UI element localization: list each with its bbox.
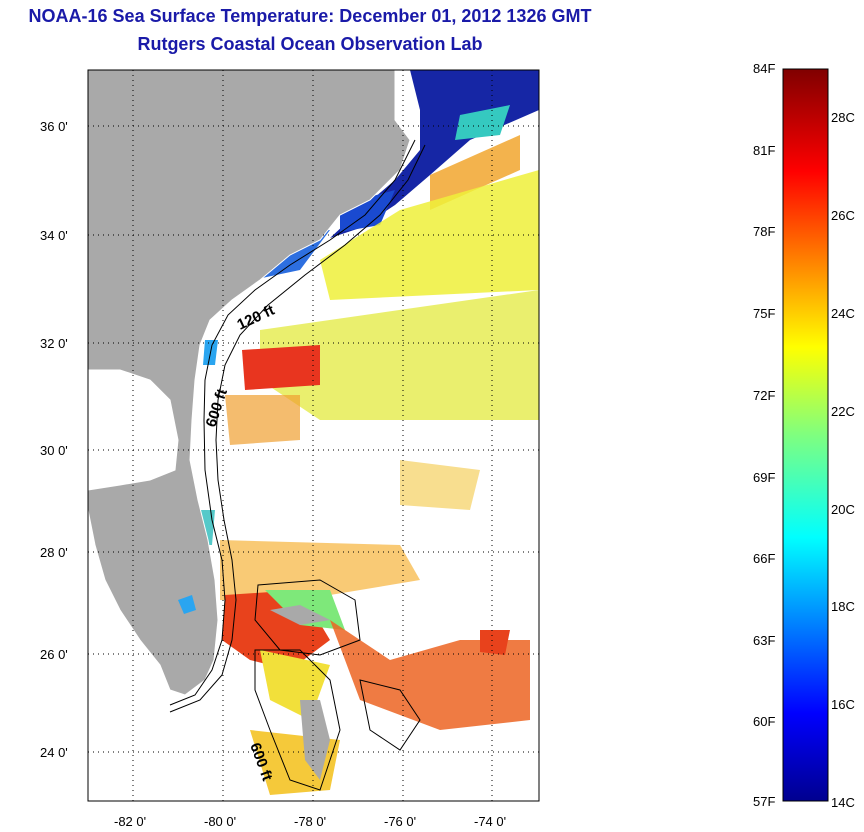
lat-tick-label: 36 0' (40, 119, 68, 134)
colorbar-f-label: 66F (753, 551, 775, 566)
lat-tick-label: 30 0' (40, 443, 68, 458)
colorbar-f-label: 69F (753, 470, 775, 485)
island-land (270, 605, 330, 625)
lat-tick-label: 28 0' (40, 545, 68, 560)
lon-axis: -82 0' -80 0' -78 0' -76 0' -74 0' (114, 814, 506, 829)
sst-data-layer (198, 70, 539, 795)
contour-120ft (169, 139, 416, 706)
map-frame (87, 69, 540, 802)
lon-tick-label: -74 0' (474, 814, 506, 829)
map-title: NOAA-16 Sea Surface Temperature: Decembe… (28, 6, 592, 26)
colorbar-c-label: 18C (831, 599, 855, 614)
colorbar-c-label: 22C (831, 404, 855, 419)
contour-bahamas (254, 579, 421, 791)
colorbar-f-label: 63F (753, 633, 775, 648)
island-land (300, 700, 330, 780)
colorbar-f-label: 72F (753, 388, 775, 403)
colorbar-f-label: 81F (753, 143, 775, 158)
colorbar-c-label: 14C (831, 795, 855, 810)
lon-tick-label: -80 0' (204, 814, 236, 829)
colorbar-f-label: 60F (753, 714, 775, 729)
colorbar-c-label: 20C (831, 502, 855, 517)
lat-axis: 36 0' 34 0' 32 0' 30 0' 28 0' 26 0' 24 0… (40, 119, 68, 760)
colorbar-c-label: 26C (831, 208, 855, 223)
colorbar-c-label: 28C (831, 110, 855, 125)
colorbar-c-label: 24C (831, 306, 855, 321)
contour-600ft (169, 144, 426, 713)
lake-okeechobee (178, 595, 196, 614)
colorbar: 84F 81F 78F 75F 72F 69F 66F 63F 60F 57F … (753, 61, 855, 810)
colorbar-f-label: 84F (753, 61, 775, 76)
colorbar-c-label: 16C (831, 697, 855, 712)
lat-tick-label: 32 0' (40, 336, 68, 351)
colorbar-gradient (782, 68, 829, 802)
lon-tick-label: -76 0' (384, 814, 416, 829)
map-panel (88, 70, 539, 801)
map-subtitle: Rutgers Coastal Ocean Observation Lab (137, 34, 483, 54)
lat-tick-label: 34 0' (40, 228, 68, 243)
colorbar-f-label: 57F (753, 794, 775, 809)
colorbar-f-label: 75F (753, 306, 775, 321)
lat-tick-label: 26 0' (40, 647, 68, 662)
lon-tick-label: -78 0' (294, 814, 326, 829)
colorbar-f-label: 78F (753, 224, 775, 239)
lon-tick-label: -82 0' (114, 814, 146, 829)
graticule (88, 70, 539, 801)
lat-tick-label: 24 0' (40, 745, 68, 760)
land-mass (88, 70, 411, 696)
